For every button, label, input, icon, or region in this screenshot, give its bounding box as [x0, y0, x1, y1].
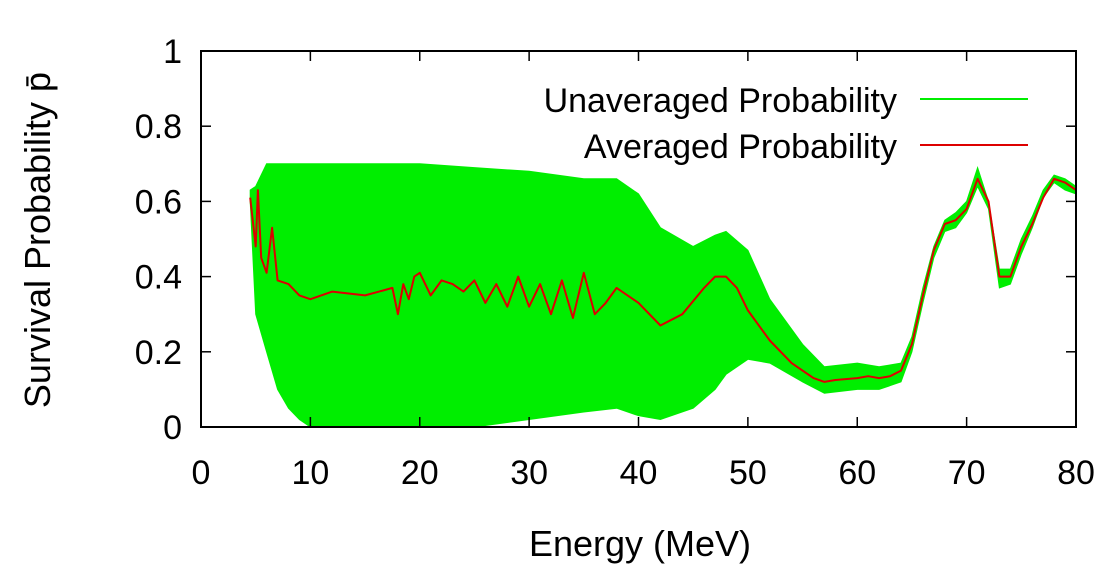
unaveraged-probability-band	[249, 163, 1077, 428]
y-tick-label: 0	[163, 409, 182, 447]
x-axis-title: Energy (MeV)	[529, 523, 751, 564]
x-tick-label: 70	[948, 454, 986, 492]
x-tick-label: 10	[291, 454, 329, 492]
x-tick-label: 50	[729, 454, 767, 492]
y-tick-label: 0.6	[135, 183, 182, 221]
y-tick-label: 0.8	[135, 108, 182, 146]
x-tick-label: 0	[192, 454, 211, 492]
unaveraged-probability-band-layer	[249, 163, 1077, 428]
x-tick-label: 60	[838, 454, 876, 492]
averaged-probability-line	[249, 177, 1077, 383]
x-tick-label: 40	[620, 454, 658, 492]
x-tick-label: 20	[401, 454, 439, 492]
x-tick-label: 80	[1057, 454, 1095, 492]
legend-label-unaveraged: Unaveraged Probability	[544, 82, 897, 120]
x-tick-label: 30	[510, 454, 548, 492]
legend-label-averaged: Averaged Probability	[584, 128, 897, 166]
y-tick-label: 1	[163, 33, 182, 71]
y-axis-title: Survival Probability p̄	[17, 72, 58, 408]
y-tick-label: 0.4	[135, 259, 182, 297]
y-tick-label: 0.2	[135, 334, 182, 372]
legend: Unaveraged Probability Averaged Probabil…	[544, 82, 1028, 166]
averaged-probability-line-layer	[249, 177, 1077, 383]
tick-layer: 0 10 20 30 40 50 60 70 80 0 0.2 0.4 0.6 0.8 1	[135, 33, 1095, 492]
